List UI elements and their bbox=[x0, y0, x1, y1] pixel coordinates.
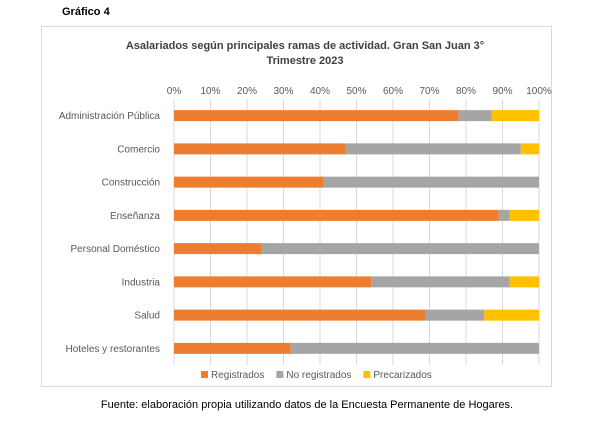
bar-segment-no-registrados bbox=[345, 143, 521, 155]
bar-segment-no-registrados bbox=[458, 110, 492, 122]
bar-segment-registrados bbox=[174, 309, 426, 321]
bar-segment-precarizados bbox=[509, 276, 539, 288]
bar-segment-no-registrados bbox=[498, 209, 510, 221]
x-tick-label: 80% bbox=[456, 86, 476, 97]
bar-segment-registrados bbox=[174, 209, 499, 221]
category-labels: Administración Pública Comercio Construcci… bbox=[59, 111, 161, 355]
bar-segment-registrados bbox=[174, 110, 459, 122]
category-label: Construcción bbox=[102, 178, 160, 189]
category-label: Salud bbox=[134, 311, 160, 322]
x-tick-label: 10% bbox=[200, 86, 220, 97]
bar-segment-no-registrados bbox=[261, 243, 539, 255]
category-label: Industria bbox=[122, 277, 161, 288]
source-note: Fuente: elaboración propia utilizando da… bbox=[100, 399, 514, 411]
category-label: Personal Doméstico bbox=[71, 244, 161, 255]
x-tick-label: 50% bbox=[346, 86, 366, 97]
bar-segment-precarizados bbox=[509, 209, 539, 221]
bar-segment-registrados bbox=[174, 243, 262, 255]
bars bbox=[174, 110, 539, 354]
x-tick-label: 30% bbox=[273, 86, 293, 97]
bar-segment-precarizados bbox=[491, 110, 539, 122]
chart-title-line-1: Asalariados según principales ramas de a… bbox=[126, 40, 484, 52]
x-tick-label: 20% bbox=[237, 86, 257, 97]
bar-segment-registrados bbox=[174, 342, 291, 354]
chart-frame: Asalariados según principales ramas de a… bbox=[41, 26, 552, 387]
legend-label: No registrados bbox=[286, 370, 351, 381]
bar-segment-registrados bbox=[174, 143, 346, 155]
bar-segment-registrados bbox=[174, 276, 372, 288]
legend-swatch bbox=[201, 371, 208, 378]
stacked-bar-chart: Asalariados según principales ramas de a… bbox=[59, 40, 552, 381]
x-axis-ticks: 0% 10% 20% 30% 40% 50% 60% 70% 80% 90% 100% bbox=[167, 86, 552, 97]
figure-label: Gráfico 4 bbox=[62, 6, 110, 18]
category-label: Enseñanza bbox=[110, 211, 160, 222]
x-tick-label: 40% bbox=[310, 86, 330, 97]
bar-segment-no-registrados bbox=[290, 342, 539, 354]
x-tick-label: 0% bbox=[167, 86, 182, 97]
bar-segment-no-registrados bbox=[425, 309, 485, 321]
category-label: Comercio bbox=[117, 144, 160, 155]
legend-swatch bbox=[276, 371, 284, 378]
category-label: Hoteles y restorantes bbox=[66, 344, 161, 355]
bar-segment-no-registrados bbox=[323, 176, 539, 188]
legend: Registrados No registrados Precarizados bbox=[201, 370, 432, 381]
x-tick-label: 70% bbox=[419, 86, 439, 97]
bar-segment-registrados bbox=[174, 176, 324, 188]
bar-segment-precarizados bbox=[520, 143, 539, 155]
gridlines bbox=[173, 99, 540, 365]
bar-segment-no-registrados bbox=[371, 276, 510, 288]
chart-title-line-2: Trimestre 2023 bbox=[266, 55, 343, 67]
legend-label: Registrados bbox=[211, 370, 264, 381]
x-tick-label: 90% bbox=[492, 86, 512, 97]
category-label: Administración Pública bbox=[59, 111, 161, 122]
bar-segment-precarizados bbox=[484, 309, 539, 321]
legend-label: Precarizados bbox=[373, 370, 431, 381]
legend-swatch bbox=[363, 371, 371, 378]
x-tick-label: 60% bbox=[383, 86, 403, 97]
x-tick-label: 100% bbox=[526, 86, 552, 97]
